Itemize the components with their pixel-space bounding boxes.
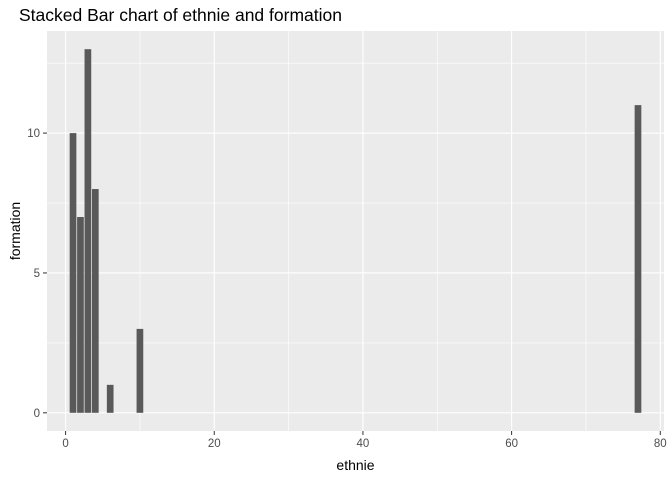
axis-ticks: [43, 132, 661, 435]
bars: [69, 49, 642, 413]
x-tick-label: 20: [208, 438, 221, 450]
x-tick-label: 40: [357, 438, 370, 450]
plot-panel: [47, 31, 664, 431]
y-tick-label: 5: [34, 268, 40, 280]
y-axis-title: formation: [7, 202, 23, 260]
bar: [77, 217, 84, 413]
y-tick-label: 0: [34, 408, 40, 420]
x-tick-label: 60: [505, 438, 518, 450]
x-tick-label: 0: [62, 438, 68, 450]
bar: [69, 133, 77, 413]
major-grid: [47, 31, 664, 431]
bar: [634, 105, 642, 413]
x-axis-title: ethnie: [336, 457, 374, 473]
x-tick-label: 80: [654, 438, 667, 450]
bar: [106, 384, 114, 413]
chart-title: Stacked Bar chart of ethnie and formatio…: [19, 5, 342, 25]
x-tick-labels: 0 20 40 60 80: [62, 438, 666, 450]
bar: [84, 49, 92, 413]
y-tick-label: 10: [27, 128, 40, 140]
bar: [136, 328, 144, 413]
y-tick-labels: 0 5 10: [27, 128, 40, 420]
bar: [91, 189, 99, 413]
